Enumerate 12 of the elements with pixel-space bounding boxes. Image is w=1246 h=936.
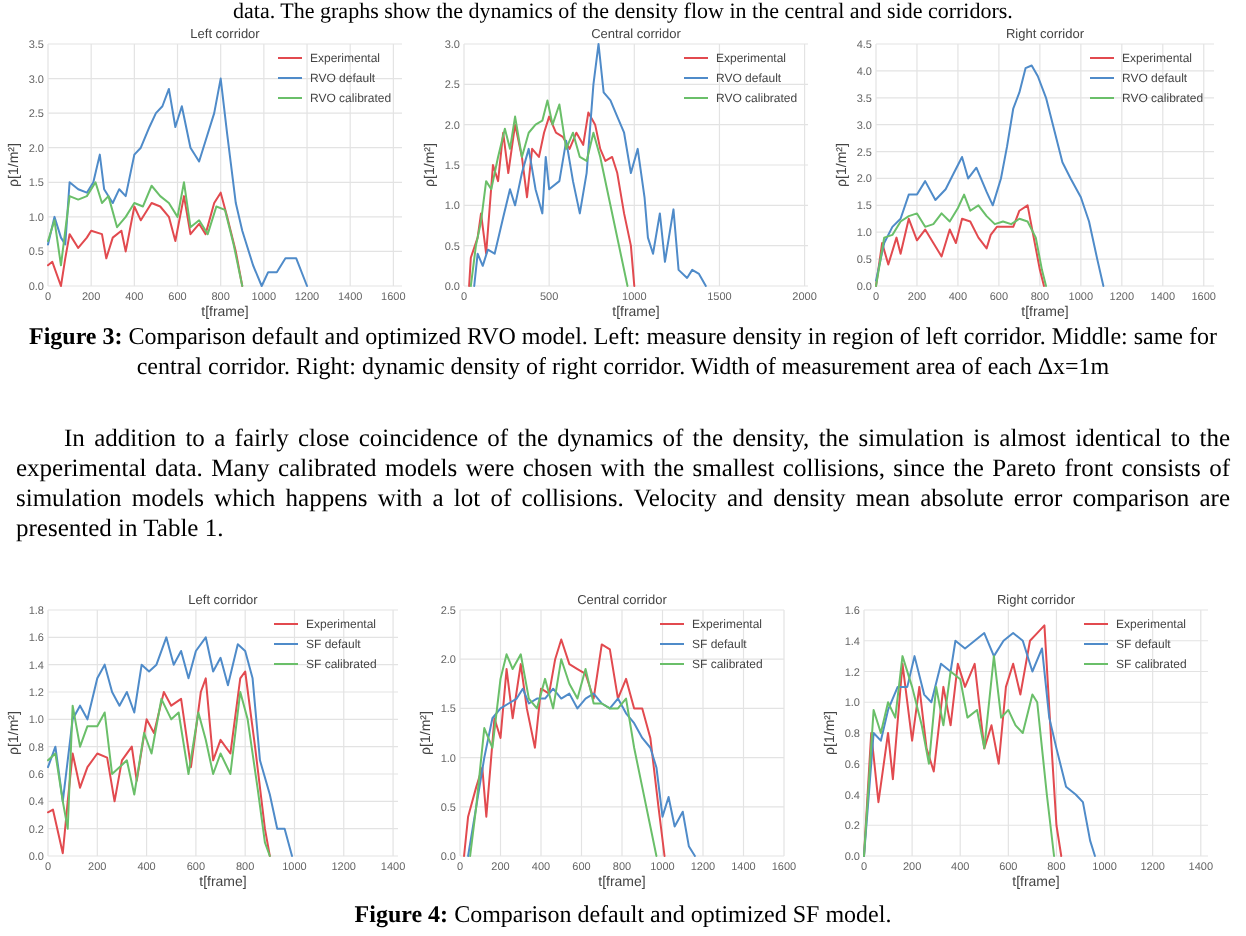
line-series [863, 655, 1056, 857]
line-series [863, 624, 1063, 857]
line-series [47, 77, 309, 287]
text: In addition to a fairly close coincidence of the dynamics of the density, the simulation is almost identical to the experimental data. Many calibrated models were chosen with the smallest collisions, since the Pareto front consists of simulation models which happens with a lot of collisions. Velocity and density mean absolute error comparison are presented in Table 1. [16, 424, 1230, 544]
line-series [863, 632, 1096, 857]
text: data. The graphs show the dynamics of the density flow in the central and side corridors. [231, 0, 1015, 24]
caption: Figure 4: Comparison default and optimized SF model. [352, 900, 894, 930]
caption: Figure 3: Comparison default and optimized RVO model. Left: measure density in region of left corridor. Middle: same for central corridor. Right: dynamic density of right corridor. Width of measurement area of each Δx=1m [26, 322, 1220, 382]
line-series [473, 43, 707, 287]
line-series [47, 636, 294, 857]
line-series [875, 64, 1105, 287]
line-series [467, 687, 696, 857]
